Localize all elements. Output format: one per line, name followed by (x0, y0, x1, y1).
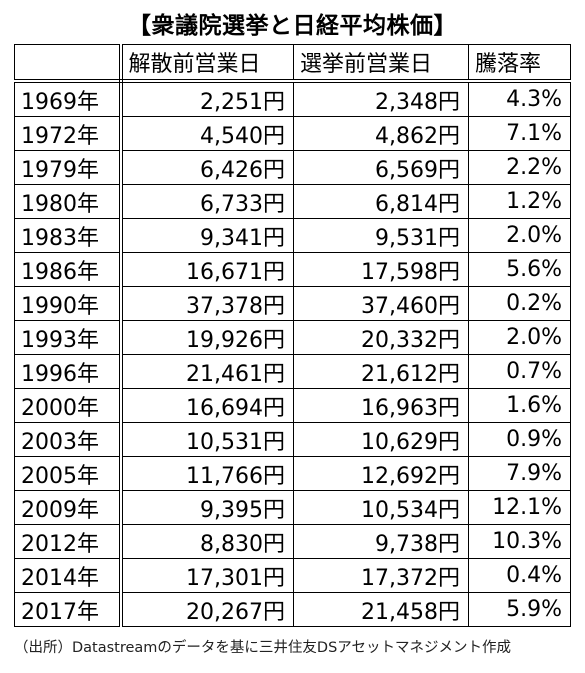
cell-change-rate: 1.2% (468, 184, 571, 219)
table-row: 2005年 11,766円 12,692円 7.9% (14, 456, 571, 491)
cell-pre-dissolution: 37,378円 (120, 286, 294, 321)
cell-change-rate: 7.1% (468, 116, 571, 151)
cell-change-rate: 2.2% (468, 150, 571, 185)
table-body: 1969年 2,251円 2,348円 4.3% 1972年 4,540円 4,862円 7.… (14, 80, 571, 627)
cell-change-rate: 0.9% (468, 422, 571, 457)
cell-year: 2000年 (14, 388, 123, 423)
cell-pre-election: 21,458円 (293, 592, 469, 627)
cell-year: 1990年 (14, 286, 123, 321)
cell-year: 1986年 (14, 252, 123, 287)
data-table: 解散前営業日 選挙前営業日 騰落率 1969年 2,251円 2,348円 4.3% 1… (14, 44, 571, 627)
cell-pre-election: 6,569円 (293, 150, 469, 185)
cell-pre-dissolution: 16,671円 (120, 252, 294, 287)
cell-pre-election: 10,629円 (293, 422, 469, 457)
cell-pre-dissolution: 16,694円 (120, 388, 294, 423)
table-row: 2012年 8,830円 9,738円 10.3% (14, 524, 571, 559)
cell-pre-election: 4,862円 (293, 116, 469, 151)
cell-pre-election: 20,332円 (293, 320, 469, 355)
cell-pre-dissolution: 10,531円 (120, 422, 294, 457)
cell-pre-dissolution: 20,267円 (120, 592, 294, 627)
cell-pre-election: 21,612円 (293, 354, 469, 389)
table-row: 1996年 21,461円 21,612円 0.7% (14, 354, 571, 389)
cell-year: 2012年 (14, 524, 123, 559)
cell-year: 1972年 (14, 116, 123, 151)
cell-pre-dissolution: 9,341円 (120, 218, 294, 253)
cell-change-rate: 4.3% (468, 80, 571, 117)
cell-pre-dissolution: 17,301円 (120, 558, 294, 593)
cell-pre-dissolution: 8,830円 (120, 524, 294, 559)
table-row: 1979年 6,426円 6,569円 2.2% (14, 150, 571, 185)
cell-pre-election: 10,534円 (293, 490, 469, 525)
cell-pre-dissolution: 21,461円 (120, 354, 294, 389)
cell-year: 1996年 (14, 354, 123, 389)
cell-pre-election: 9,738円 (293, 524, 469, 559)
cell-change-rate: 2.0% (468, 218, 571, 253)
cell-year: 2014年 (14, 558, 123, 593)
table-row: 2003年 10,531円 10,629円 0.9% (14, 422, 571, 457)
cell-change-rate: 0.2% (468, 286, 571, 321)
cell-year: 1969年 (14, 80, 123, 117)
cell-year: 2009年 (14, 490, 123, 525)
cell-year: 1979年 (14, 150, 123, 185)
table-row: 2000年 16,694円 16,963円 1.6% (14, 388, 571, 423)
cell-year: 2003年 (14, 422, 123, 457)
cell-year: 2017年 (14, 592, 123, 627)
table-header: 解散前営業日 選挙前営業日 騰落率 (14, 44, 571, 83)
cell-year: 1983年 (14, 218, 123, 253)
header-change-rate: 騰落率 (468, 44, 571, 83)
cell-pre-election: 12,692円 (293, 456, 469, 491)
cell-year: 1980年 (14, 184, 123, 219)
source-note: （出所）Datastreamのデータを基に三井住友DSアセットマネジメント作成 (14, 640, 512, 656)
table-row: 2017年 20,267円 21,458円 5.9% (14, 592, 571, 627)
cell-pre-election: 17,598円 (293, 252, 469, 287)
table-row: 1986年 16,671円 17,598円 5.6% (14, 252, 571, 287)
table-row: 2009年 9,395円 10,534円 12.1% (14, 490, 571, 525)
cell-pre-election: 16,963円 (293, 388, 469, 423)
cell-change-rate: 5.6% (468, 252, 571, 287)
chart-title: 【衆議院選挙と日経平均株価】 (128, 13, 457, 39)
header-pre-election: 選挙前営業日 (293, 44, 469, 83)
table-row: 1993年 19,926円 20,332円 2.0% (14, 320, 571, 355)
cell-change-rate: 10.3% (468, 524, 571, 559)
cell-pre-election: 6,814円 (293, 184, 469, 219)
cell-change-rate: 5.9% (468, 592, 571, 627)
cell-pre-dissolution: 9,395円 (120, 490, 294, 525)
cell-pre-election: 9,531円 (293, 218, 469, 253)
cell-change-rate: 0.4% (468, 558, 571, 593)
table-row: 2014年 17,301円 17,372円 0.4% (14, 558, 571, 593)
header-row: 解散前営業日 選挙前営業日 騰落率 (14, 44, 571, 83)
cell-change-rate: 2.0% (468, 320, 571, 355)
table-row: 1980年 6,733円 6,814円 1.2% (14, 184, 571, 219)
cell-pre-dissolution: 11,766円 (120, 456, 294, 491)
cell-pre-election: 37,460円 (293, 286, 469, 321)
cell-year: 1993年 (14, 320, 123, 355)
table-row: 1983年 9,341円 9,531円 2.0% (14, 218, 571, 253)
table-row: 1969年 2,251円 2,348円 4.3% (14, 80, 571, 117)
data-table-container: 解散前営業日 選挙前営業日 騰落率 1969年 2,251円 2,348円 4.3% 1… (14, 44, 571, 627)
cell-pre-dissolution: 6,733円 (120, 184, 294, 219)
header-year (14, 44, 123, 83)
table-row: 1972年 4,540円 4,862円 7.1% (14, 116, 571, 151)
cell-change-rate: 1.6% (468, 388, 571, 423)
header-pre-dissolution: 解散前営業日 (120, 44, 294, 83)
cell-pre-election: 17,372円 (293, 558, 469, 593)
cell-pre-dissolution: 6,426円 (120, 150, 294, 185)
cell-pre-election: 2,348円 (293, 80, 469, 117)
cell-pre-dissolution: 19,926円 (120, 320, 294, 355)
cell-change-rate: 12.1% (468, 490, 571, 525)
cell-pre-dissolution: 4,540円 (120, 116, 294, 151)
cell-pre-dissolution: 2,251円 (120, 80, 294, 117)
cell-change-rate: 0.7% (468, 354, 571, 389)
table-row: 1990年 37,378円 37,460円 0.2% (14, 286, 571, 321)
cell-year: 2005年 (14, 456, 123, 491)
cell-change-rate: 7.9% (468, 456, 571, 491)
